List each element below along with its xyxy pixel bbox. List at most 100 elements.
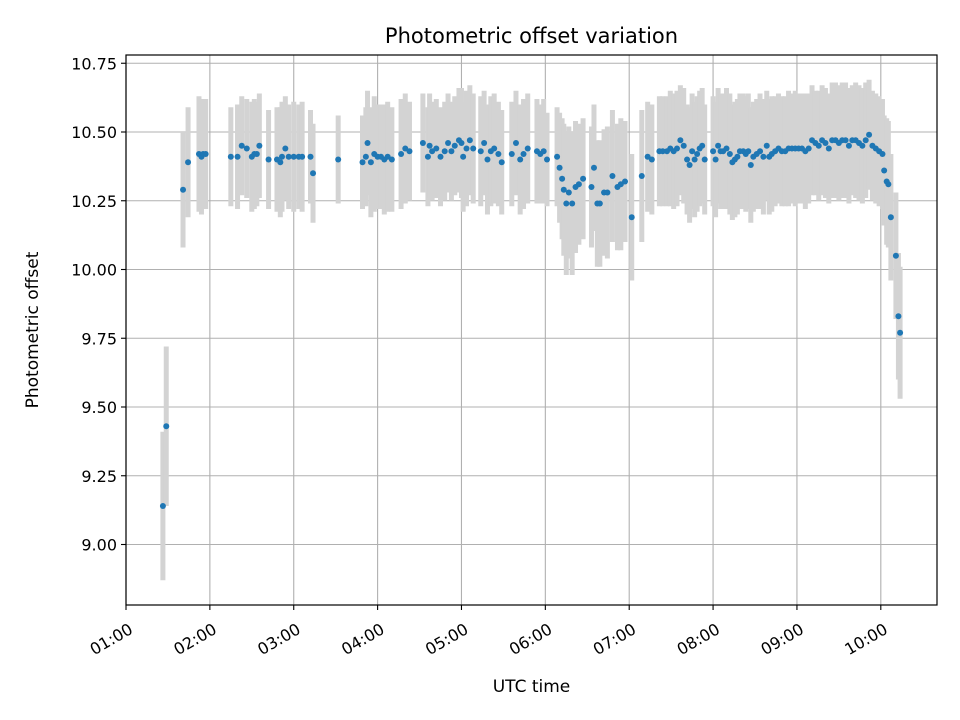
data-point [426, 142, 433, 149]
data-point [256, 142, 263, 149]
data-point [163, 423, 170, 430]
data-point [588, 184, 595, 190]
data-point [540, 148, 547, 155]
data-point [569, 200, 576, 207]
data-point [470, 145, 477, 152]
data-point [484, 156, 491, 163]
data-point [498, 159, 505, 166]
data-point [359, 159, 366, 166]
data-point [897, 329, 904, 336]
data-point [866, 131, 873, 138]
data-point [892, 252, 899, 259]
data-point [238, 142, 245, 149]
data-point [364, 140, 371, 146]
data-point [694, 151, 701, 157]
data-point [290, 153, 297, 160]
data-point [307, 153, 314, 160]
data-point [565, 189, 572, 196]
data-point [424, 153, 431, 160]
data-point [554, 153, 561, 160]
data-point [481, 140, 488, 146]
data-point [726, 151, 733, 157]
data-point [691, 156, 698, 163]
data-point [805, 145, 812, 152]
data-point [895, 313, 902, 320]
chart-title: Photometric offset variation [385, 24, 678, 48]
y-tick-label: 9.25 [81, 467, 117, 486]
data-point [760, 153, 767, 160]
data-point [185, 159, 192, 166]
data-point [763, 142, 770, 149]
data-point [265, 156, 272, 163]
data-point [512, 140, 519, 146]
data-point [445, 140, 452, 146]
data-point [747, 162, 754, 168]
data-point [881, 167, 888, 174]
data-point [367, 159, 374, 166]
data-point [285, 153, 292, 160]
data-point [825, 145, 832, 152]
data-point [609, 173, 616, 179]
data-point [159, 503, 166, 509]
data-point [677, 137, 684, 144]
y-tick-label: 9.50 [81, 398, 117, 417]
data-point [458, 140, 465, 146]
data-point [879, 151, 886, 157]
data-point [398, 151, 405, 157]
data-point [277, 159, 284, 166]
data-point [815, 142, 822, 149]
data-point [580, 175, 587, 182]
data-point [684, 156, 691, 163]
plot-frame [125, 54, 938, 606]
data-point [520, 151, 527, 157]
y-tick-label: 10.25 [71, 192, 117, 211]
data-point [517, 156, 524, 163]
data-point [885, 181, 892, 188]
data-point [845, 142, 852, 149]
data-point [448, 148, 455, 155]
data-point [686, 162, 693, 168]
data-point [628, 214, 635, 221]
data-point [299, 153, 306, 160]
data-point [757, 148, 764, 155]
data-point [604, 189, 611, 196]
data-point [734, 153, 741, 160]
data-point [723, 145, 730, 152]
data-points [159, 131, 904, 509]
y-tick-label: 10.00 [71, 261, 117, 280]
data-point [495, 151, 502, 157]
data-point [859, 142, 866, 149]
data-point [278, 153, 285, 160]
data-point [243, 145, 250, 152]
data-point [559, 175, 566, 182]
data-point [596, 200, 603, 207]
data-point [463, 145, 470, 152]
data-point [460, 153, 467, 160]
data-point [451, 142, 458, 149]
y-axis-title: Photometric offset [23, 251, 43, 408]
data-point [563, 200, 570, 207]
data-point [491, 145, 498, 152]
data-point [822, 140, 829, 146]
data-point [437, 153, 444, 160]
y-tick-label: 10.75 [71, 54, 117, 73]
data-point [638, 173, 645, 179]
data-point [441, 148, 448, 155]
data-point [699, 142, 706, 149]
data-point [544, 156, 551, 163]
data-point [674, 145, 681, 152]
x-axis-title: UTC time [493, 677, 571, 697]
y-tick-label: 9.75 [81, 329, 117, 348]
data-point [362, 153, 369, 160]
data-point [253, 151, 260, 157]
data-point [180, 186, 187, 193]
data-point [842, 137, 849, 144]
data-point [310, 170, 317, 177]
data-point [689, 148, 696, 155]
y-tick-label: 9.00 [81, 536, 117, 555]
data-point [433, 145, 440, 152]
y-tick-label: 10.50 [71, 123, 117, 142]
data-point [508, 151, 515, 157]
data-point [575, 181, 582, 188]
